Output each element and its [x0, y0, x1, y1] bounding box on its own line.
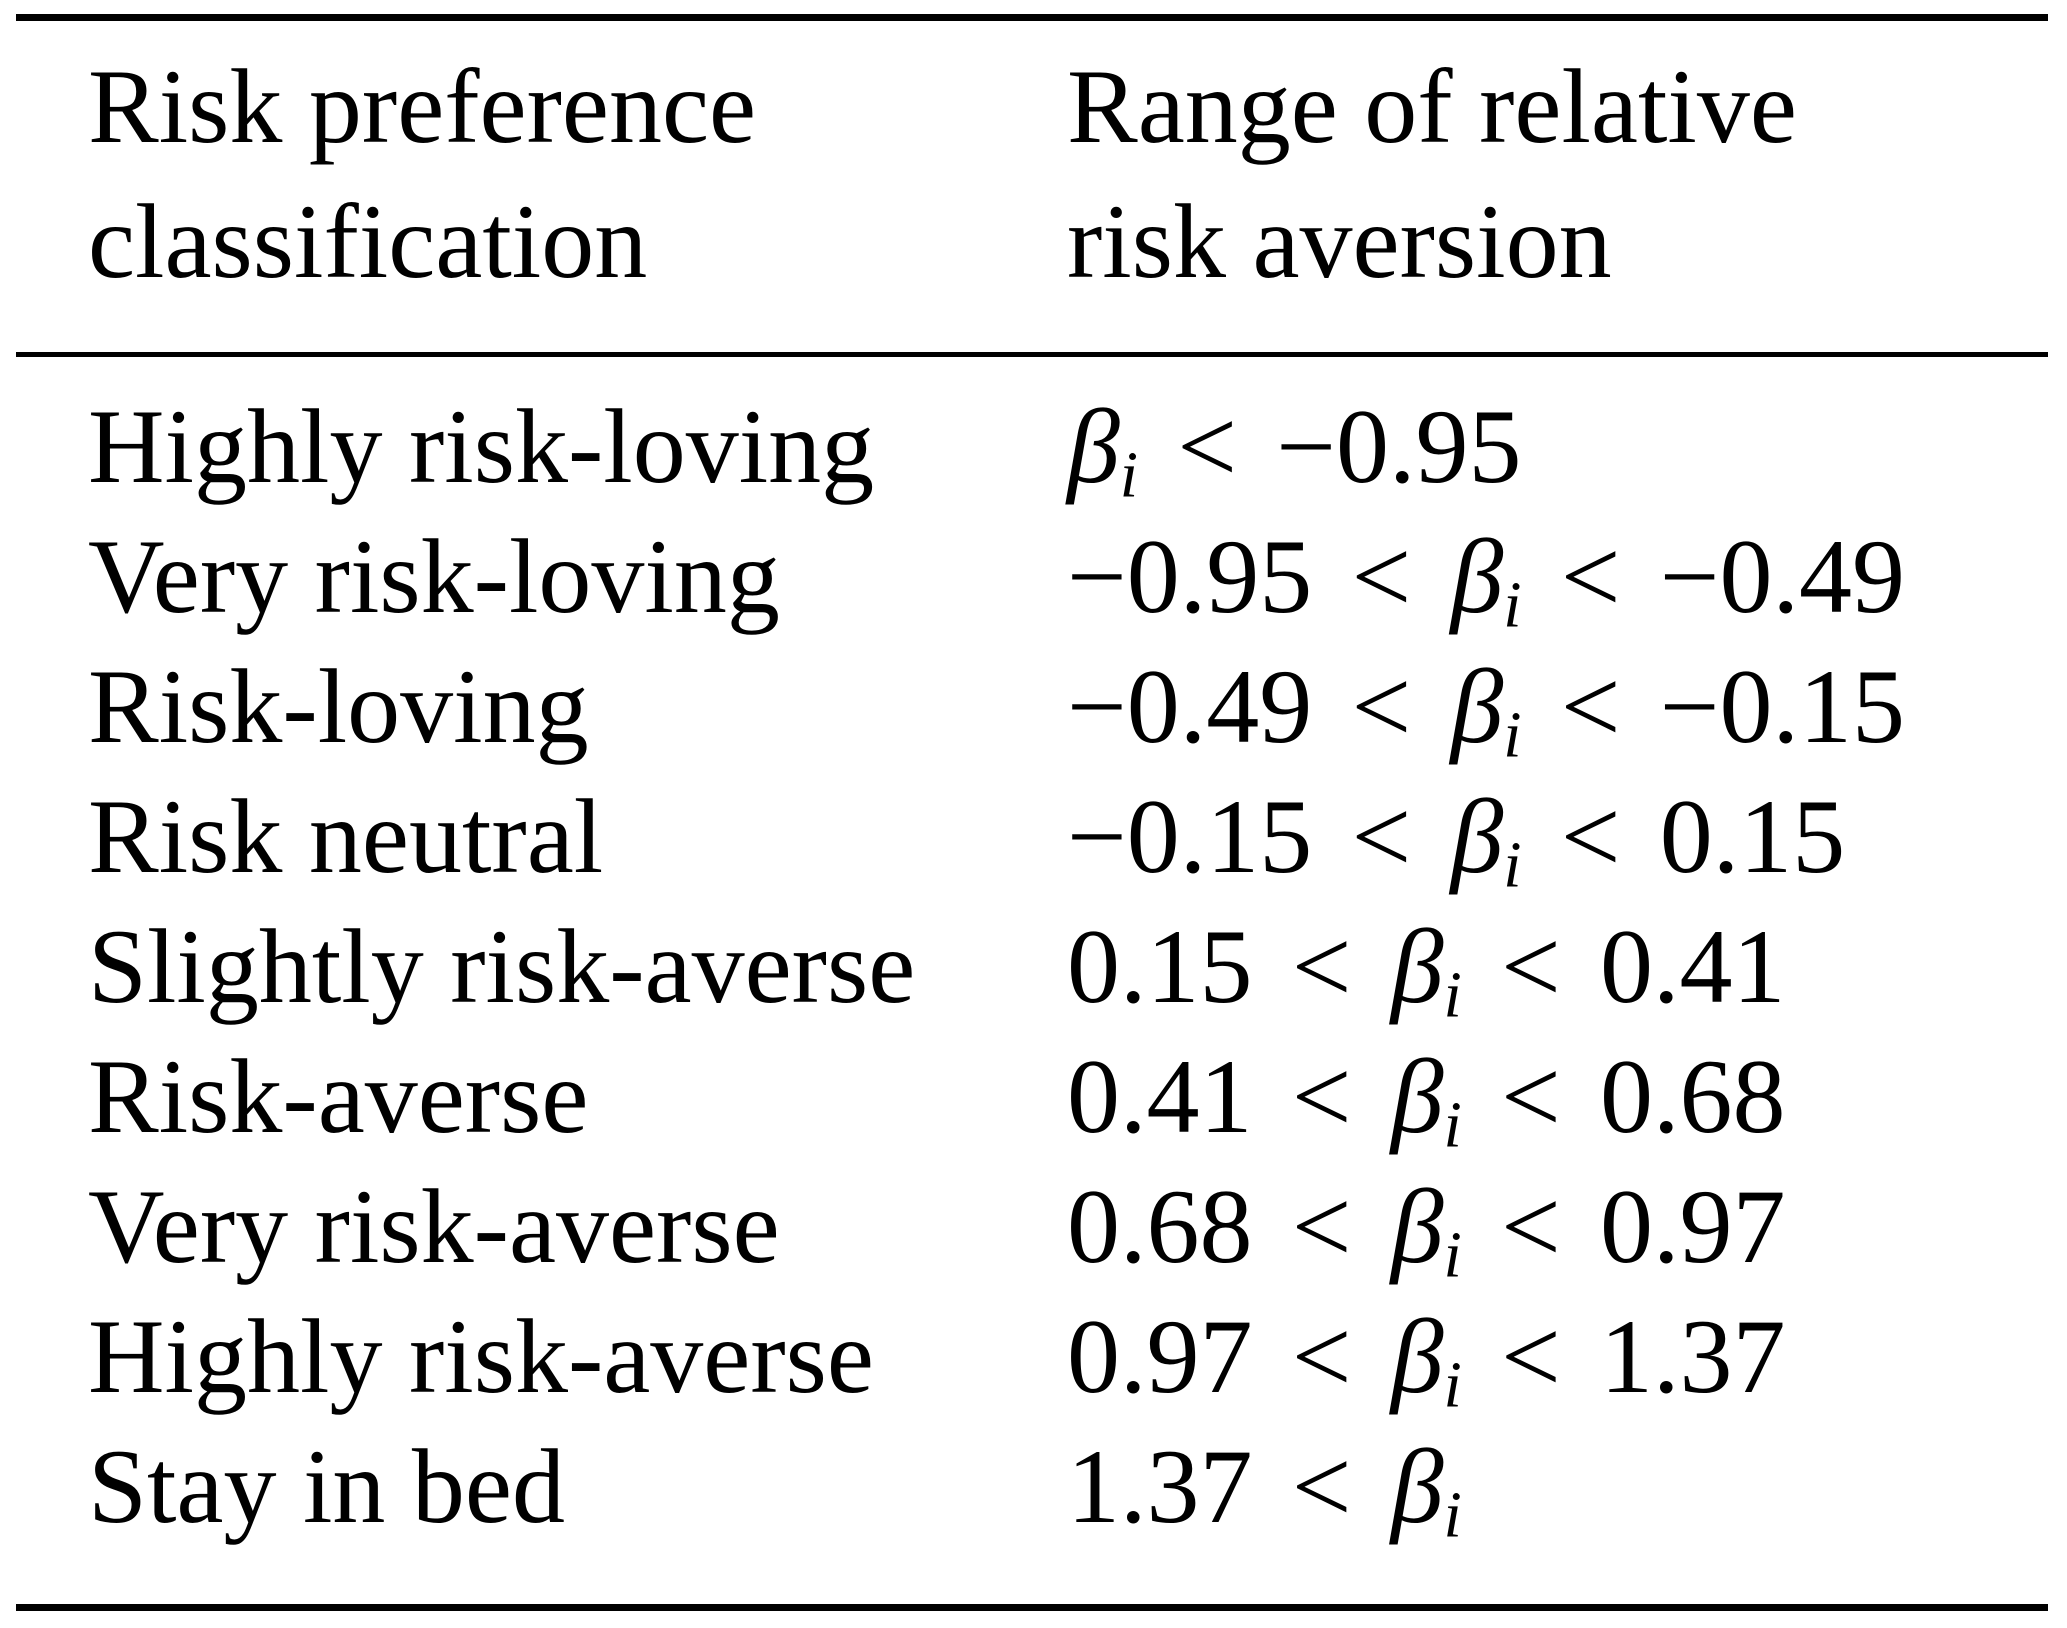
- table-header-rule: [16, 352, 2048, 357]
- beta-i-variable: βi: [1390, 1428, 1462, 1552]
- range-cell: −0.95 < βi < −0.49: [1067, 518, 1906, 642]
- classification-cell: Risk neutral: [88, 778, 604, 895]
- less-than-relation: <: [1265, 1168, 1378, 1285]
- beta-i-variable: βi: [1067, 388, 1139, 512]
- beta-i-variable: βi: [1390, 908, 1462, 1032]
- classification-cell: Very risk-loving: [88, 518, 780, 635]
- less-than-relation: <: [1474, 908, 1588, 1025]
- beta-i-variable: βi: [1390, 1298, 1462, 1422]
- header-line: Risk preference: [88, 48, 757, 165]
- less-than-relation: <: [1474, 1168, 1588, 1285]
- range-cell: βi < −0.95: [1067, 388, 1522, 512]
- beta-i-variable: βi: [1450, 518, 1522, 642]
- less-than-relation: <: [1534, 648, 1648, 765]
- range-cell: 0.68 < βi < 0.97: [1067, 1168, 1786, 1292]
- classification-cell: Slightly risk-averse: [88, 908, 916, 1025]
- less-than-relation: <: [1474, 1298, 1588, 1415]
- classification-cell: Very risk-averse: [88, 1168, 780, 1285]
- beta-i-variable: βi: [1450, 648, 1522, 772]
- range-cell: 1.37 < βi: [1067, 1428, 1462, 1552]
- less-than-relation: <: [1474, 1038, 1588, 1155]
- beta-i-variable: βi: [1390, 1168, 1462, 1292]
- header-range-of-relative-risk-aversion: Range of relative risk aversion: [1067, 39, 1797, 309]
- less-than-relation: <: [1265, 908, 1378, 1025]
- classification-cell: Highly risk-loving: [88, 388, 875, 505]
- header-line: classification: [88, 183, 648, 300]
- less-than-relation: <: [1150, 388, 1264, 505]
- less-than-relation: <: [1265, 1298, 1378, 1415]
- less-than-relation: <: [1265, 1038, 1378, 1155]
- less-than-relation: <: [1325, 518, 1438, 635]
- beta-i-variable: βi: [1390, 1038, 1462, 1162]
- header-line: Range of relative: [1067, 48, 1797, 165]
- range-cell: 0.15 < βi < 0.41: [1067, 908, 1786, 1032]
- range-column: βi < −0.95 −0.95 < βi < −0.49 −0.49 < βi <…: [1067, 382, 1905, 1552]
- less-than-relation: <: [1325, 778, 1438, 895]
- range-cell: −0.49 < βi < −0.15: [1067, 648, 1906, 772]
- range-cell: −0.15 < βi < 0.15: [1067, 778, 1846, 902]
- less-than-relation: <: [1534, 778, 1648, 895]
- classification-cell: Risk-loving: [88, 648, 589, 765]
- range-cell: 0.41 < βi < 0.68: [1067, 1038, 1786, 1162]
- header-risk-preference-classification: Risk preference classification: [88, 39, 756, 309]
- classification-column: Highly risk-loving Very risk-loving Risk-l…: [88, 382, 915, 1552]
- classification-cell: Highly risk-averse: [88, 1298, 874, 1415]
- classification-cell: Risk-averse: [88, 1038, 589, 1155]
- table-bottom-rule: [16, 1604, 2048, 1611]
- beta-i-variable: βi: [1450, 778, 1522, 902]
- table-top-rule: [16, 14, 2048, 21]
- less-than-relation: <: [1265, 1428, 1378, 1545]
- classification-cell: Stay in bed: [88, 1428, 565, 1545]
- less-than-relation: <: [1534, 518, 1648, 635]
- less-than-relation: <: [1325, 648, 1438, 765]
- range-cell: 0.97 < βi < 1.37: [1067, 1298, 1786, 1422]
- header-line: risk aversion: [1067, 183, 1612, 300]
